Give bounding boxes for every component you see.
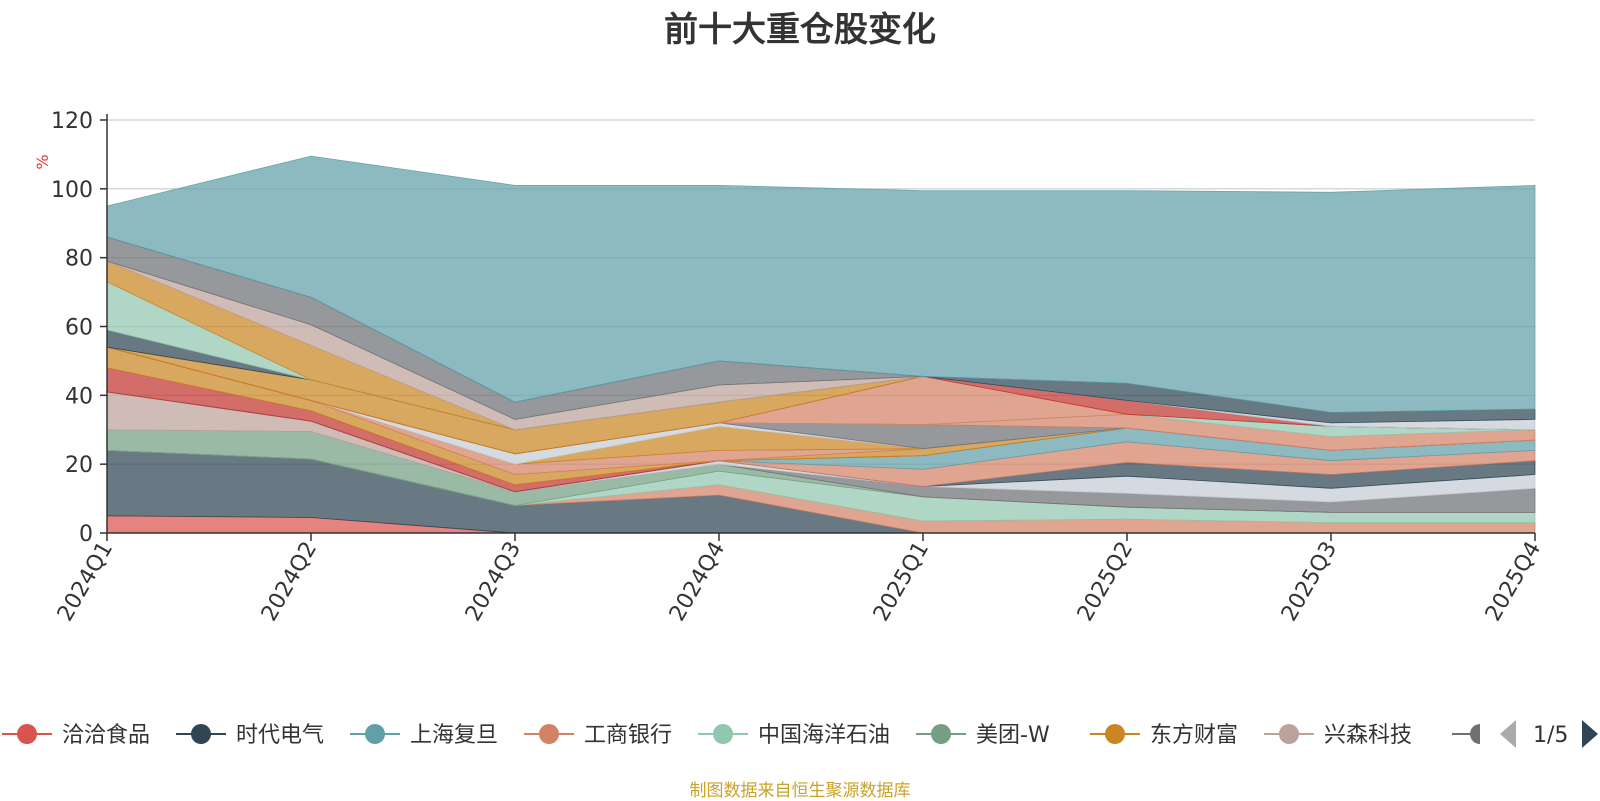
area-layer <box>106 155 1536 534</box>
legend-label: 工商银行 <box>584 723 672 748</box>
x-tick-label: 2024Q1 <box>53 538 118 626</box>
source-note: 制图数据来自恒生聚源数据库 <box>689 781 911 801</box>
legend-label: 洽洽食品 <box>62 723 150 748</box>
x-tick-label: 2025Q1 <box>869 538 934 626</box>
y-tick-label: 80 <box>65 247 93 272</box>
area-series-系列32 <box>106 155 1536 413</box>
x-tick-label: 2025Q3 <box>1277 538 1342 626</box>
y-tick-label: 20 <box>65 453 93 478</box>
legend-layer: 洽洽食品 时代电气 上海复旦 工商银行 中国海洋石油 美团-W 东方财富 兴森科技 1/5 <box>2 720 1598 748</box>
legend-item-上海复旦[interactable]: 上海复旦 <box>350 723 498 748</box>
legend-label: 美团-W <box>976 723 1050 748</box>
legend-item-工商银行[interactable]: 工商银行 <box>524 723 672 748</box>
legend-marker <box>17 724 37 744</box>
x-tick-label: 2025Q2 <box>1073 538 1138 626</box>
legend-item-东方财富[interactable]: 东方财富 <box>1090 723 1238 748</box>
legend-item-兴森科技[interactable]: 兴森科技 <box>1264 723 1412 748</box>
legend-marker <box>365 724 385 744</box>
legend-marker <box>191 724 211 744</box>
y-tick-label: 40 <box>65 384 93 409</box>
y-tick-label: 100 <box>51 178 93 203</box>
legend-marker <box>931 724 951 744</box>
y-tick-label: 120 <box>51 109 93 134</box>
legend-item-洽洽食品[interactable]: 洽洽食品 <box>2 723 150 748</box>
legend-label: 兴森科技 <box>1324 723 1412 748</box>
legend-label: 时代电气 <box>236 723 324 748</box>
legend-next-page-button[interactable] <box>1582 720 1598 748</box>
legend-item-美团-W[interactable]: 美团-W <box>916 723 1050 748</box>
legend-label: 上海复旦 <box>410 723 498 748</box>
legend-marker <box>1279 724 1299 744</box>
y-tick-label: 60 <box>65 316 93 341</box>
legend-label: 中国海洋石油 <box>758 723 890 748</box>
legend-marker <box>539 724 559 744</box>
x-tick-label: 2025Q4 <box>1481 538 1546 626</box>
y-tick-label: 0 <box>79 522 93 547</box>
legend-prev-page-button[interactable] <box>1500 720 1516 748</box>
legend-marker <box>1105 724 1125 744</box>
legend-label: 东方财富 <box>1150 723 1238 748</box>
legend-marker <box>713 724 733 744</box>
legend-item-中国海洋石油[interactable]: 中国海洋石油 <box>698 723 890 748</box>
chart-title: 前十大重仓股变化 <box>664 10 936 50</box>
x-tick-label: 2024Q4 <box>665 538 730 626</box>
legend-page-indicator: 1/5 <box>1533 723 1568 748</box>
x-tick-label: 2024Q2 <box>257 538 322 626</box>
legend-item-时代电气[interactable]: 时代电气 <box>176 723 324 748</box>
y-axis-label: % <box>33 154 52 169</box>
legend-item-truncated <box>1452 724 1480 744</box>
x-tick-label: 2024Q3 <box>461 538 526 626</box>
